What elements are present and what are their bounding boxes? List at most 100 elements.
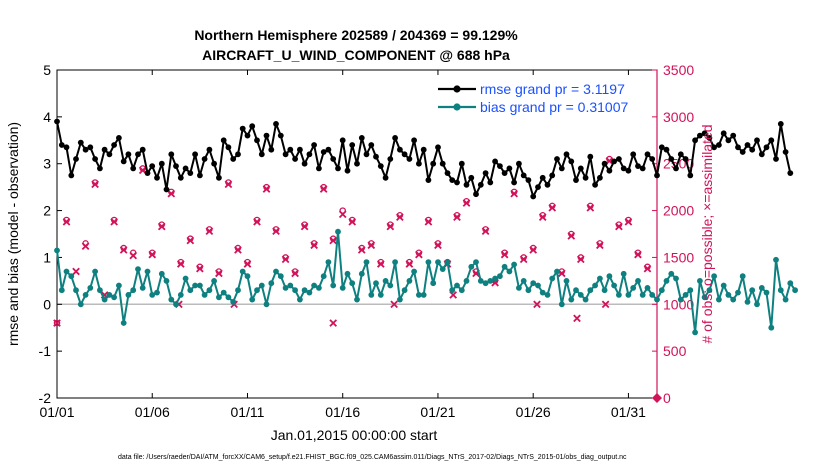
bias-series-point: [387, 282, 394, 289]
bias-series-point: [358, 270, 365, 277]
rmse-series-point: [273, 121, 279, 127]
bias-series-point: [511, 261, 517, 268]
y-axis-right-label: # of obs: o=possible; ×=assimilated: [699, 124, 715, 343]
rmse-series-point: [201, 156, 208, 162]
x-tick-label: 01/11: [230, 404, 264, 420]
rmse-series-point: [325, 146, 332, 153]
obs-assimilated-point: [81, 242, 90, 251]
bias-series-point: [230, 299, 237, 305]
rmse-series-point: [682, 156, 689, 162]
bias-series-point: [420, 292, 427, 298]
rmse-series-point: [320, 149, 327, 155]
bias-series-point: [97, 287, 103, 294]
rmse-series-point: [644, 151, 651, 158]
obs-assimilated-point: [167, 189, 176, 198]
legend: rmse grand pr = 3.1197 bias grand pr = 0…: [438, 81, 628, 115]
bias-series-point: [235, 287, 241, 294]
obs-assimilated-point: [72, 267, 80, 276]
rmse-series-point: [130, 165, 137, 172]
rmse-series-point: [244, 132, 251, 139]
obs-assimilated-point: [119, 246, 128, 254]
obs-assimilated-point: [157, 222, 166, 231]
rmse-series-point: [544, 181, 551, 188]
rmse-series-point: [230, 156, 237, 162]
bias-series-point: [577, 292, 584, 298]
bias-series-point: [258, 282, 265, 289]
rmse-series-point: [487, 179, 494, 186]
bias-series-point: [320, 273, 327, 280]
rmse-series-point: [63, 144, 70, 151]
obs-assimilated-point: [529, 246, 538, 254]
bias-series-point: [697, 278, 703, 284]
bias-series-point: [516, 285, 522, 291]
bias-series-point: [654, 296, 660, 303]
bias-series-point: [782, 296, 789, 303]
rmse-series-point: [177, 174, 184, 181]
bias-series-point: [177, 292, 184, 298]
obs-assimilated-point: [176, 260, 185, 268]
rmse-series-point: [535, 184, 541, 191]
rmse-series-point: [292, 156, 298, 162]
bias-series-point: [768, 324, 775, 331]
rmse-series-point: [316, 165, 322, 172]
bias-series-point: [273, 268, 279, 275]
bias-series-point: [139, 285, 146, 291]
bias-series-point: [554, 268, 560, 275]
bias-series-point: [658, 287, 665, 294]
bias-series-point: [101, 296, 108, 303]
rmse-series-point: [777, 121, 784, 127]
y-right-tick-label: 3000: [663, 109, 694, 125]
obs-assimilated-point: [215, 269, 223, 278]
bias-series-point: [639, 292, 646, 298]
rmse-series-point: [706, 135, 713, 141]
bias-series-point: [549, 275, 556, 282]
rmse-series-point: [744, 142, 751, 148]
plot-area: 01/01 01/06 01/11 01/16 01/21 01/26 01/31 -2 -1 0…: [39, 62, 798, 420]
rmse-series-point: [335, 165, 341, 172]
rmse-series-point: [611, 158, 617, 165]
rmse-series-point: [649, 156, 656, 162]
rmse-series-point: [258, 151, 265, 158]
bias-series-point: [730, 296, 737, 303]
bias-series-point: [573, 287, 579, 294]
rmse-series-point: [416, 160, 422, 167]
bias-series-point: [268, 280, 275, 287]
bias-series-point: [792, 287, 798, 294]
obs-assimilated-point: [272, 227, 280, 236]
bias-series-point: [216, 294, 222, 301]
rmse-series-point: [282, 151, 289, 158]
bias-series-point: [63, 268, 70, 275]
bias-series-point: [592, 282, 598, 289]
rmse-series-point: [763, 144, 770, 151]
rmse-series-point: [158, 160, 165, 167]
obs-assimilated-point: [500, 250, 509, 259]
obs-assimilated-point: [281, 255, 290, 264]
bias-series-point: [211, 278, 218, 284]
rmse-series-point: [725, 137, 732, 144]
bias-series-point: [644, 285, 651, 291]
rmse-series-point: [154, 174, 160, 181]
y-left-tick-label: 0: [43, 296, 51, 312]
rmse-series-point: [677, 151, 684, 158]
obs-assimilated-point: [601, 300, 610, 309]
bias-series-point: [73, 287, 79, 294]
obs-assimilated-point: [148, 250, 157, 259]
bias-series-point: [630, 285, 637, 291]
bias-series-point: [563, 278, 570, 284]
bias-series-point: [354, 296, 360, 303]
rmse-series-point: [197, 172, 203, 179]
rmse-series-point: [563, 151, 570, 158]
obs-assimilated-point: [586, 203, 595, 212]
obs-assimilated-point: [53, 319, 61, 327]
bias-series-point: [568, 296, 575, 303]
rmse-series-point: [382, 174, 389, 181]
bias-series-point: [201, 292, 208, 298]
bias-series-point: [282, 285, 289, 291]
rmse-series-point: [739, 149, 746, 155]
obs-assimilated-point: [329, 236, 338, 245]
bias-series-point: [225, 294, 232, 301]
rmse-series-point: [211, 160, 218, 167]
bias-series-point: [206, 287, 213, 294]
obs-assimilated-point: [405, 260, 414, 268]
bias-series-point: [363, 259, 370, 265]
